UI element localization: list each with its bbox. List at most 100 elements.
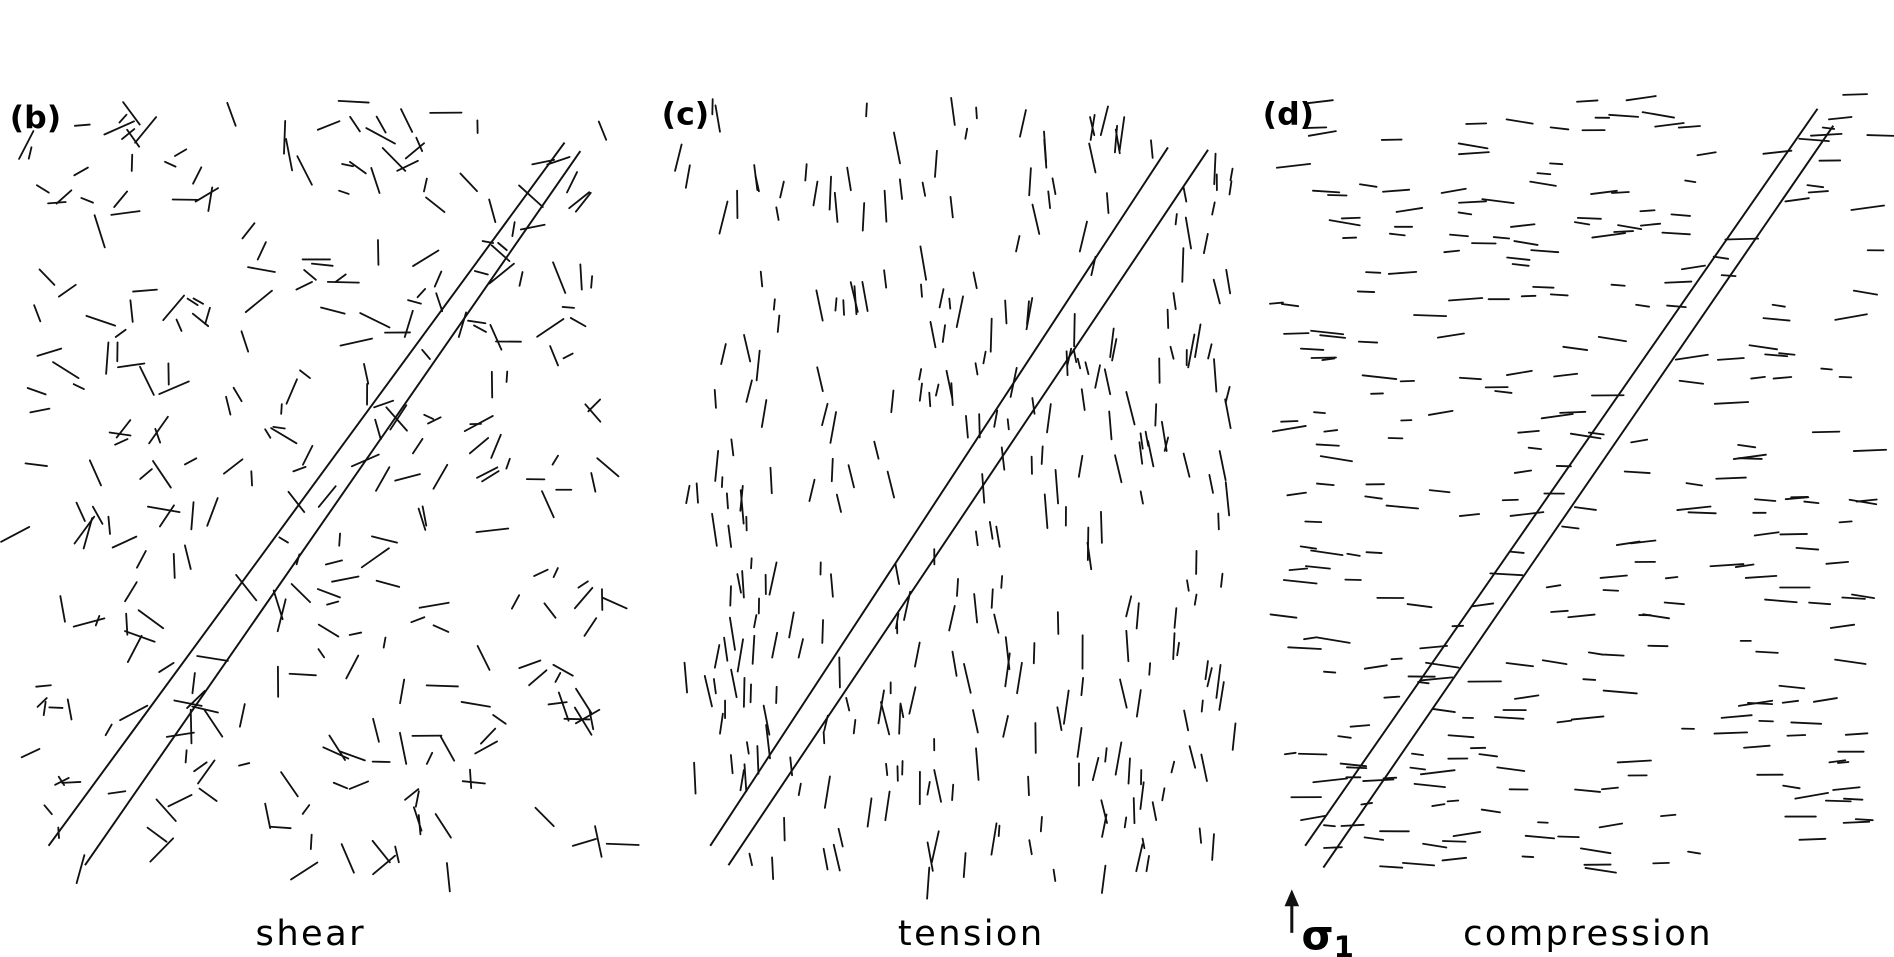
crack xyxy=(557,691,570,722)
crack xyxy=(1712,255,1730,260)
crack xyxy=(1639,222,1662,227)
crack xyxy=(1549,293,1569,297)
crack xyxy=(1349,724,1371,728)
crack xyxy=(941,324,946,343)
crack xyxy=(1457,142,1489,150)
crack xyxy=(1169,345,1175,360)
crack xyxy=(117,362,146,369)
crack xyxy=(505,370,509,383)
crack xyxy=(1844,732,1869,736)
crack xyxy=(1663,601,1685,606)
crack xyxy=(459,172,478,193)
crack xyxy=(276,598,287,633)
crack xyxy=(816,366,824,393)
crack xyxy=(107,790,127,795)
crack xyxy=(238,703,246,728)
crack xyxy=(1080,676,1085,697)
crack xyxy=(359,312,391,329)
crack xyxy=(1422,842,1448,849)
crack xyxy=(719,712,724,735)
crack xyxy=(1803,500,1820,505)
crack xyxy=(292,465,307,473)
crack xyxy=(1307,130,1337,137)
crack xyxy=(1441,840,1467,843)
crack xyxy=(1784,197,1810,203)
crack xyxy=(435,292,444,313)
crack xyxy=(1182,186,1188,203)
crack xyxy=(1077,454,1084,478)
crack xyxy=(1753,531,1780,537)
crack xyxy=(338,189,350,195)
crack xyxy=(287,490,306,513)
crack xyxy=(1148,662,1152,676)
crack xyxy=(1275,162,1312,169)
crack xyxy=(746,741,750,755)
crack xyxy=(238,762,251,767)
crack xyxy=(1854,818,1874,822)
crack xyxy=(822,730,826,745)
crack xyxy=(1015,235,1021,253)
crack xyxy=(1213,152,1217,186)
crack xyxy=(1458,200,1487,204)
crack xyxy=(562,352,574,360)
crack xyxy=(1054,469,1060,505)
crack xyxy=(191,705,219,714)
crack xyxy=(66,698,73,721)
crack xyxy=(1494,716,1525,720)
crack xyxy=(1778,352,1796,356)
crack xyxy=(1635,303,1651,308)
crack xyxy=(1511,263,1530,267)
crack xyxy=(995,525,1001,548)
crack xyxy=(1807,190,1829,194)
crack xyxy=(815,289,824,322)
crack xyxy=(808,478,816,503)
crack xyxy=(1602,689,1638,695)
crack xyxy=(1806,184,1825,189)
crack xyxy=(1541,659,1568,666)
crack xyxy=(993,409,999,428)
crack xyxy=(370,167,381,194)
crack xyxy=(597,120,608,141)
crack xyxy=(743,334,752,363)
crack xyxy=(1123,816,1128,829)
crack xyxy=(129,299,134,323)
crack xyxy=(877,689,885,725)
crack xyxy=(847,464,855,489)
crack xyxy=(1215,664,1222,699)
crack xyxy=(1114,454,1123,484)
crack xyxy=(1151,801,1158,822)
crack xyxy=(505,457,511,470)
crack xyxy=(1724,237,1760,241)
crack xyxy=(1395,207,1424,213)
crack xyxy=(511,221,516,238)
crack xyxy=(1762,149,1793,155)
crack xyxy=(1282,579,1318,585)
crack xyxy=(1103,368,1112,396)
crack xyxy=(317,623,340,638)
crack xyxy=(1040,445,1044,465)
crack xyxy=(1481,198,1515,205)
crack xyxy=(1218,681,1225,711)
crack xyxy=(951,783,955,801)
crack xyxy=(1409,766,1427,771)
crack xyxy=(1383,695,1401,699)
crack xyxy=(1051,177,1057,195)
crack xyxy=(833,191,839,223)
crack xyxy=(1610,283,1626,287)
crack xyxy=(1660,813,1677,818)
crack xyxy=(914,641,921,668)
crack xyxy=(552,261,567,294)
crack xyxy=(776,314,781,333)
crack xyxy=(340,843,355,874)
crack xyxy=(85,314,117,327)
crack xyxy=(468,436,490,455)
crack xyxy=(1094,364,1101,389)
stress-subscript: 1 xyxy=(1334,930,1354,957)
crack xyxy=(434,813,452,839)
crack xyxy=(742,676,746,708)
crack xyxy=(519,223,546,231)
crack xyxy=(371,839,391,864)
crack xyxy=(1505,662,1534,668)
crack xyxy=(1790,721,1823,725)
